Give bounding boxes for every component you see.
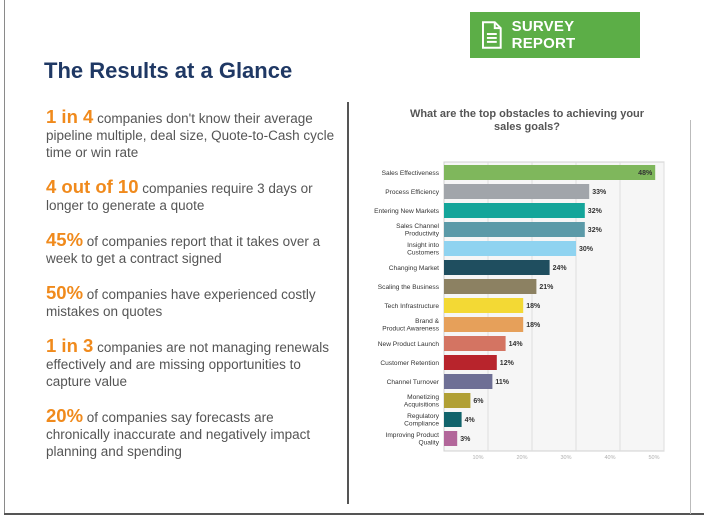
- survey-report-badge: SURVEY REPORT: [470, 12, 640, 58]
- value-label: 4%: [465, 417, 476, 424]
- stat-highlight: 50%: [46, 282, 84, 303]
- category-label: Monetizing Acquisitions: [404, 394, 440, 409]
- x-tick-label: 10%: [472, 455, 483, 461]
- stat-item: 4 out of 10 companies require 3 days or …: [46, 176, 336, 214]
- value-label: 48%: [638, 170, 653, 177]
- stat-item: 1 in 4 companies don't know their averag…: [46, 106, 336, 161]
- bar: [444, 317, 524, 332]
- bar: [444, 431, 458, 446]
- stats-list: 1 in 4 companies don't know their averag…: [46, 106, 336, 477]
- value-label: 12%: [500, 360, 515, 367]
- category-label: Scaling the Business: [378, 284, 440, 291]
- value-label: 32%: [588, 208, 603, 215]
- value-label: 30%: [579, 246, 594, 253]
- stat-text: of companies have experienced costly mis…: [46, 287, 316, 319]
- obstacles-bar-chart: 10% 20% 30% 40% 50% 48% Sales Effectiveness 33%…: [374, 161, 665, 461]
- stat-item: 45% of companies report that it takes ov…: [46, 229, 336, 267]
- stat-highlight: 1 in 3: [46, 335, 94, 356]
- chart-title: What are the top obstacles to achieving …: [409, 108, 645, 133]
- bar: [444, 393, 471, 408]
- category-label: Regulatory Compliance: [404, 413, 440, 428]
- bar: [444, 412, 462, 427]
- bar: [444, 279, 537, 294]
- page-title: The Results at a Glance: [44, 58, 293, 83]
- x-tick-label: 20%: [516, 455, 527, 461]
- value-label: 11%: [495, 379, 509, 386]
- value-label: 18%: [526, 322, 541, 329]
- stat-item: 20% of companies say forecasts are chron…: [46, 405, 336, 460]
- stat-text: of companies report that it takes over a…: [46, 234, 321, 266]
- stat-highlight: 45%: [46, 229, 84, 250]
- bar: [444, 355, 497, 370]
- value-label: 18%: [526, 303, 541, 310]
- bar: [444, 374, 493, 389]
- bar: [444, 336, 506, 351]
- category-label: New Product Launch: [378, 341, 440, 348]
- column-divider: [347, 102, 349, 504]
- value-label: 14%: [509, 341, 524, 348]
- category-label: Process Efficiency: [385, 189, 439, 196]
- category-label: Entering New Markets: [374, 208, 440, 215]
- stat-text: companies require 3 days or longer to ge…: [46, 181, 313, 213]
- stat-item: 50% of companies have experienced costly…: [46, 282, 336, 320]
- stat-text: of companies say forecasts are chronical…: [46, 410, 311, 459]
- category-label: Changing Market: [389, 265, 439, 272]
- bar: [444, 260, 550, 275]
- category-label: Tech Infrastructure: [384, 303, 439, 310]
- badge-label: SURVEY REPORT: [511, 18, 576, 52]
- frame-bottom-border: [4, 513, 704, 515]
- stat-text: companies are not managing renewals effe…: [46, 340, 329, 389]
- bar: [444, 184, 590, 199]
- stat-highlight: 1 in 4: [46, 106, 94, 127]
- value-label: 21%: [539, 284, 554, 291]
- frame-right-border: [690, 120, 691, 514]
- bar: [444, 203, 585, 218]
- category-label: Insight into Customers: [407, 242, 440, 257]
- stat-item: 1 in 3 companies are not managing renewa…: [46, 335, 336, 390]
- stat-text: companies don't know their average pipel…: [46, 111, 335, 160]
- category-label: Channel Turnover: [387, 379, 440, 386]
- bar: [444, 165, 656, 180]
- stat-highlight: 4 out of 10: [46, 176, 139, 197]
- x-tick-label: 30%: [560, 455, 571, 461]
- category-label: Sales Channel Productivity: [396, 223, 440, 238]
- stat-highlight: 20%: [46, 405, 84, 426]
- bar: [444, 241, 576, 256]
- document-icon: [482, 21, 502, 49]
- bar: [444, 298, 524, 313]
- value-label: 24%: [553, 265, 568, 272]
- category-label: Customer Retention: [380, 360, 439, 367]
- category-label: Improving Product Quality: [385, 432, 439, 447]
- value-label: 32%: [588, 227, 603, 234]
- category-label: Sales Effectiveness: [382, 170, 440, 177]
- value-label: 3%: [460, 436, 471, 443]
- frame-left-border: [4, 0, 5, 514]
- x-tick-label: 40%: [604, 455, 615, 461]
- bar: [444, 222, 585, 237]
- category-label: Brand & Product Awareness: [382, 318, 439, 333]
- value-label: 6%: [473, 398, 484, 405]
- value-label: 33%: [592, 189, 607, 196]
- x-tick-label: 50%: [648, 455, 659, 461]
